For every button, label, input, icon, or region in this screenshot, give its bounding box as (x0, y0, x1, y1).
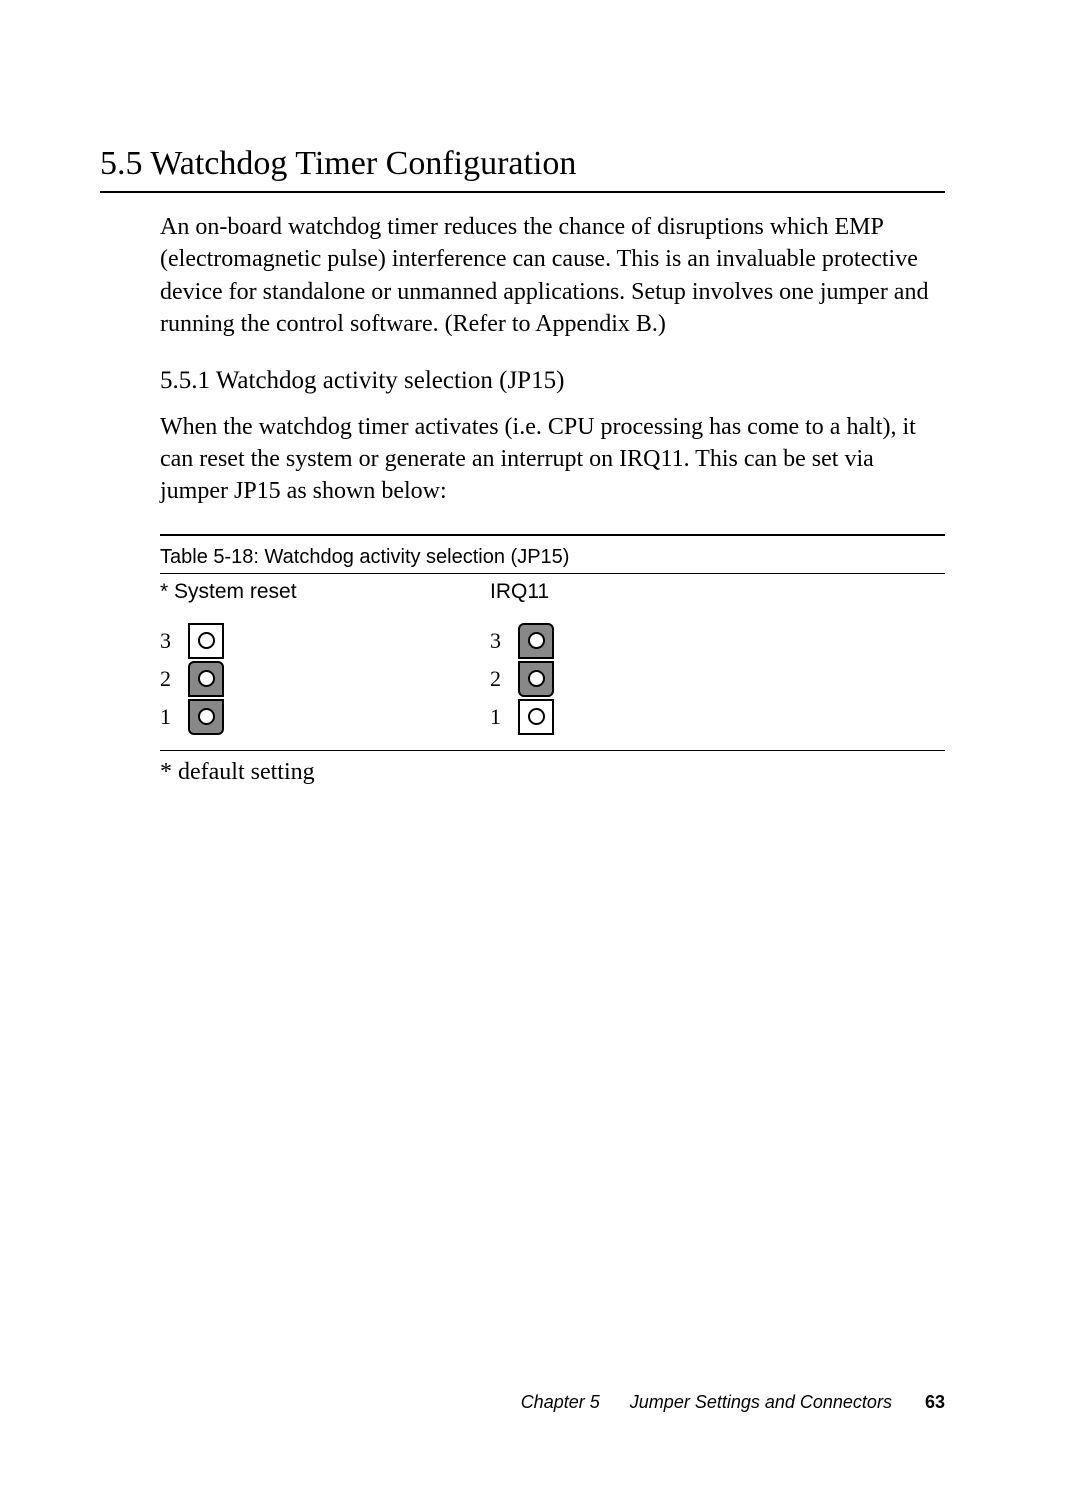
table-rule-top (160, 534, 945, 536)
subsection-title: Watchdog activity selection (JP15) (216, 367, 565, 394)
jumper-columns: * System reset 3 2 1 IRQ11 (160, 580, 945, 736)
jumper-col-system-reset: * System reset 3 2 1 (160, 580, 490, 736)
jumper-stack: 3 2 1 (490, 622, 820, 736)
pin-box-icon (188, 699, 224, 735)
pin-label: 2 (160, 666, 188, 692)
table-rule-bot (160, 750, 945, 751)
section-heading: 5.5 Watchdog Timer Configuration (100, 145, 945, 183)
jumper-pin-row: 1 (160, 698, 490, 736)
pin-label: 3 (160, 628, 188, 654)
pin-label: 1 (490, 704, 518, 730)
pin-circle-icon (198, 632, 215, 649)
table-title: Table 5-18: Watchdog activity selection … (160, 546, 945, 569)
jumper-pin-row: 3 (160, 622, 490, 660)
subsection-number: 5.5.1 (160, 367, 210, 394)
section-title: Watchdog Timer Configuration (150, 145, 576, 182)
jumper-pin-row: 2 (160, 660, 490, 698)
pin-box-icon (518, 661, 554, 697)
pin-circle-icon (198, 708, 215, 725)
page-footer: Chapter 5 Jumper Settings and Connectors… (521, 1392, 945, 1413)
pin-circle-icon (528, 670, 545, 687)
section-number: 5.5 (100, 145, 143, 182)
pin-circle-icon (198, 670, 215, 687)
col-header: IRQ11 (490, 580, 820, 604)
jumper-stack: 3 2 1 (160, 622, 490, 736)
section-rule (100, 191, 945, 193)
footer-title: Jumper Settings and Connectors (630, 1392, 892, 1412)
pin-label: 2 (490, 666, 518, 692)
pin-box-icon (188, 623, 224, 659)
pin-circle-icon (528, 632, 545, 649)
pin-box-icon (188, 661, 224, 697)
jumper-pin-row: 3 (490, 622, 820, 660)
pin-box-icon (518, 623, 554, 659)
jumper-pin-row: 1 (490, 698, 820, 736)
table-footnote: * default setting (160, 759, 945, 786)
table-rule-mid (160, 573, 945, 574)
pin-label: 1 (160, 704, 188, 730)
footer-page-number: 63 (925, 1392, 945, 1412)
col-header: * System reset (160, 580, 490, 604)
pin-box-icon (518, 699, 554, 735)
pin-label: 3 (490, 628, 518, 654)
subsection-heading: 5.5.1 Watchdog activity selection (JP15) (160, 367, 945, 395)
jumper-col-irq11: IRQ11 3 2 1 (490, 580, 820, 736)
footer-chapter: Chapter 5 (521, 1392, 600, 1412)
subsection-body: When the watchdog timer activates (i.e. … (160, 411, 945, 508)
jumper-pin-row: 2 (490, 660, 820, 698)
section-intro: An on-board watchdog timer reduces the c… (160, 211, 945, 341)
pin-circle-icon (528, 708, 545, 725)
